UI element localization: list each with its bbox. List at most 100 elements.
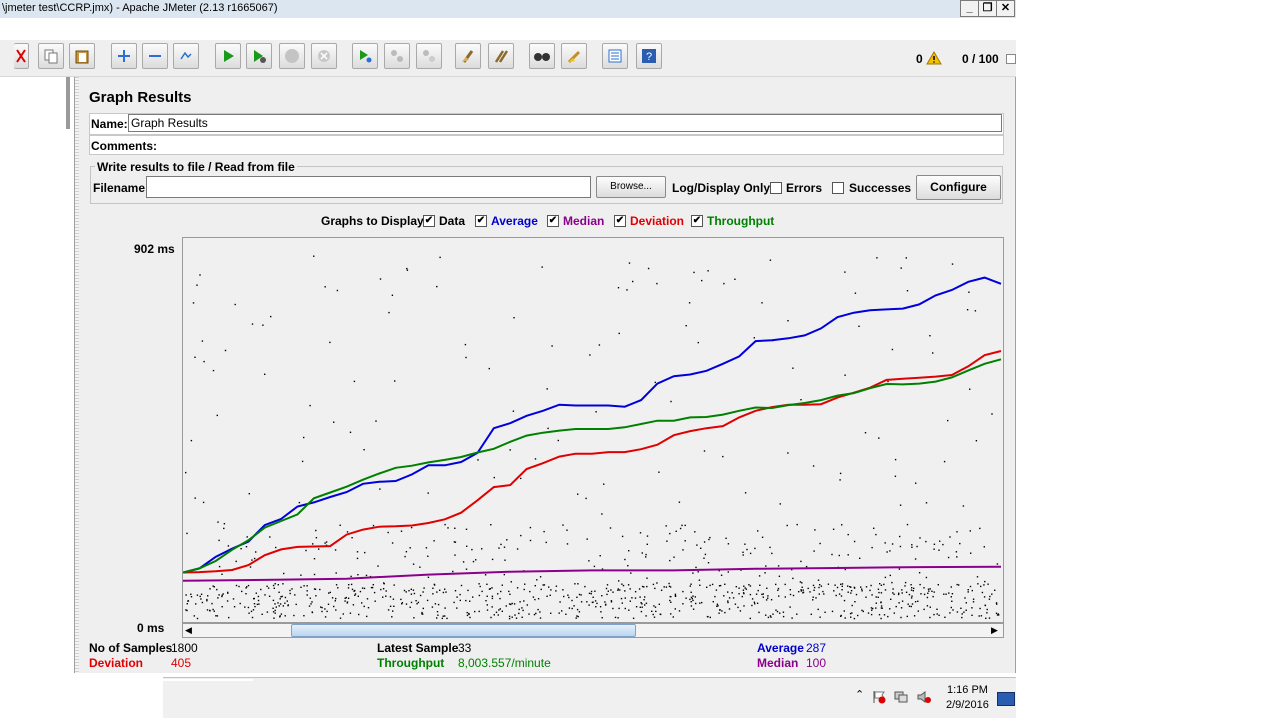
configure-button[interactable]: Configure	[916, 175, 1001, 200]
data-point	[906, 290, 909, 292]
data-point	[911, 544, 913, 546]
data-point	[469, 616, 471, 619]
toggle-icon[interactable]	[173, 43, 199, 69]
data-point	[541, 266, 543, 268]
network-icon[interactable]	[894, 690, 908, 707]
data-point	[854, 292, 857, 294]
scroll-right-icon[interactable]: ▶	[991, 625, 998, 635]
data-point	[379, 278, 382, 280]
data-point	[976, 576, 979, 578]
deviation-checkbox[interactable]: ✔	[614, 215, 626, 227]
clock-time[interactable]: 1:16 PM	[947, 684, 988, 696]
warning-icon[interactable]	[926, 51, 942, 68]
data-point	[998, 614, 1000, 616]
action-center-flag-icon[interactable]	[872, 690, 886, 707]
data-point	[770, 616, 772, 618]
reset-search-icon[interactable]	[561, 43, 587, 69]
shutdown-icon[interactable]	[311, 43, 337, 69]
clock-date[interactable]: 2/9/2016	[946, 699, 989, 711]
data-point	[767, 595, 769, 597]
filename-field[interactable]	[146, 176, 591, 198]
scroll-thumb[interactable]	[291, 624, 636, 637]
throughput-checkbox[interactable]: ✔	[691, 215, 703, 227]
close-button[interactable]: ✕	[996, 0, 1015, 17]
data-point	[454, 541, 457, 543]
browse-button[interactable]: Browse...	[596, 176, 666, 198]
graph-horizontal-scrollbar[interactable]: ◀ ▶	[182, 623, 1004, 638]
remote-shutdown-icon[interactable]	[416, 43, 442, 69]
data-checkbox[interactable]: ✔	[423, 215, 435, 227]
collapse-icon[interactable]	[142, 43, 168, 69]
data-point	[400, 598, 402, 601]
data-point	[949, 612, 951, 614]
median-checkbox[interactable]: ✔	[547, 215, 559, 227]
data-point	[956, 556, 958, 558]
minimize-button[interactable]: _	[960, 0, 979, 17]
data-point	[645, 553, 647, 556]
data-point	[653, 616, 656, 618]
data-point	[965, 602, 967, 604]
expand-icon[interactable]	[111, 43, 137, 69]
successes-checkbox[interactable]	[832, 182, 844, 194]
show-desktop-button[interactable]	[997, 692, 1015, 706]
data-point	[775, 609, 777, 611]
comments-field[interactable]	[89, 135, 1004, 155]
function-helper-icon[interactable]	[602, 43, 628, 69]
scroll-left-icon[interactable]: ◀	[185, 625, 192, 635]
data-point	[442, 591, 445, 594]
data-point	[769, 259, 772, 261]
data-point	[508, 617, 511, 620]
data-point	[488, 588, 491, 590]
data-point	[348, 584, 350, 586]
data-point	[246, 536, 248, 538]
file-group-title: Write results to file / Read from file	[95, 160, 297, 174]
data-point	[910, 605, 912, 608]
data-point	[251, 559, 253, 561]
data-point	[609, 527, 612, 529]
data-point	[212, 608, 214, 611]
data-point	[335, 572, 337, 574]
data-point	[889, 608, 891, 610]
tree-scrollbar[interactable]	[66, 77, 70, 129]
data-point	[891, 581, 893, 584]
remote-stop-icon[interactable]	[384, 43, 410, 69]
data-point	[618, 580, 620, 582]
show-hidden-icons-icon[interactable]: ⌃	[855, 689, 865, 701]
data-point	[819, 542, 821, 545]
data-point	[656, 282, 658, 285]
help-icon[interactable]: ?	[636, 43, 662, 69]
restore-button[interactable]: ❐	[978, 0, 997, 17]
data-point	[591, 601, 594, 604]
data-point	[190, 439, 193, 442]
name-field[interactable]: Graph Results	[128, 114, 1002, 132]
split-pane-divider[interactable]	[74, 77, 79, 673]
data-point	[245, 593, 247, 595]
data-point	[831, 553, 833, 556]
errors-checkbox[interactable]	[770, 182, 782, 194]
data-point	[575, 617, 577, 619]
paste-icon[interactable]	[69, 43, 95, 69]
data-point	[274, 603, 276, 605]
data-point	[311, 601, 313, 603]
stop-icon[interactable]	[279, 43, 305, 69]
test-plan-tree[interactable]	[0, 77, 74, 673]
data-point	[938, 614, 940, 616]
data-point	[272, 584, 275, 587]
average-checkbox[interactable]: ✔	[475, 215, 487, 227]
data-point	[196, 594, 199, 596]
clear-all-icon[interactable]	[488, 43, 514, 69]
volume-muted-icon[interactable]	[916, 690, 932, 707]
cut-icon[interactable]	[14, 43, 29, 69]
data-point	[632, 617, 635, 619]
data-point	[761, 536, 764, 538]
clear-icon[interactable]	[455, 43, 481, 69]
copy-icon[interactable]	[38, 43, 64, 69]
remote-start-icon[interactable]	[352, 43, 378, 69]
start-no-timers-icon[interactable]	[246, 43, 272, 69]
data-point	[914, 558, 917, 560]
data-point	[252, 609, 255, 611]
data-point	[674, 595, 677, 597]
search-icon[interactable]	[529, 43, 555, 69]
data-point	[757, 589, 759, 592]
start-icon[interactable]	[215, 43, 241, 69]
